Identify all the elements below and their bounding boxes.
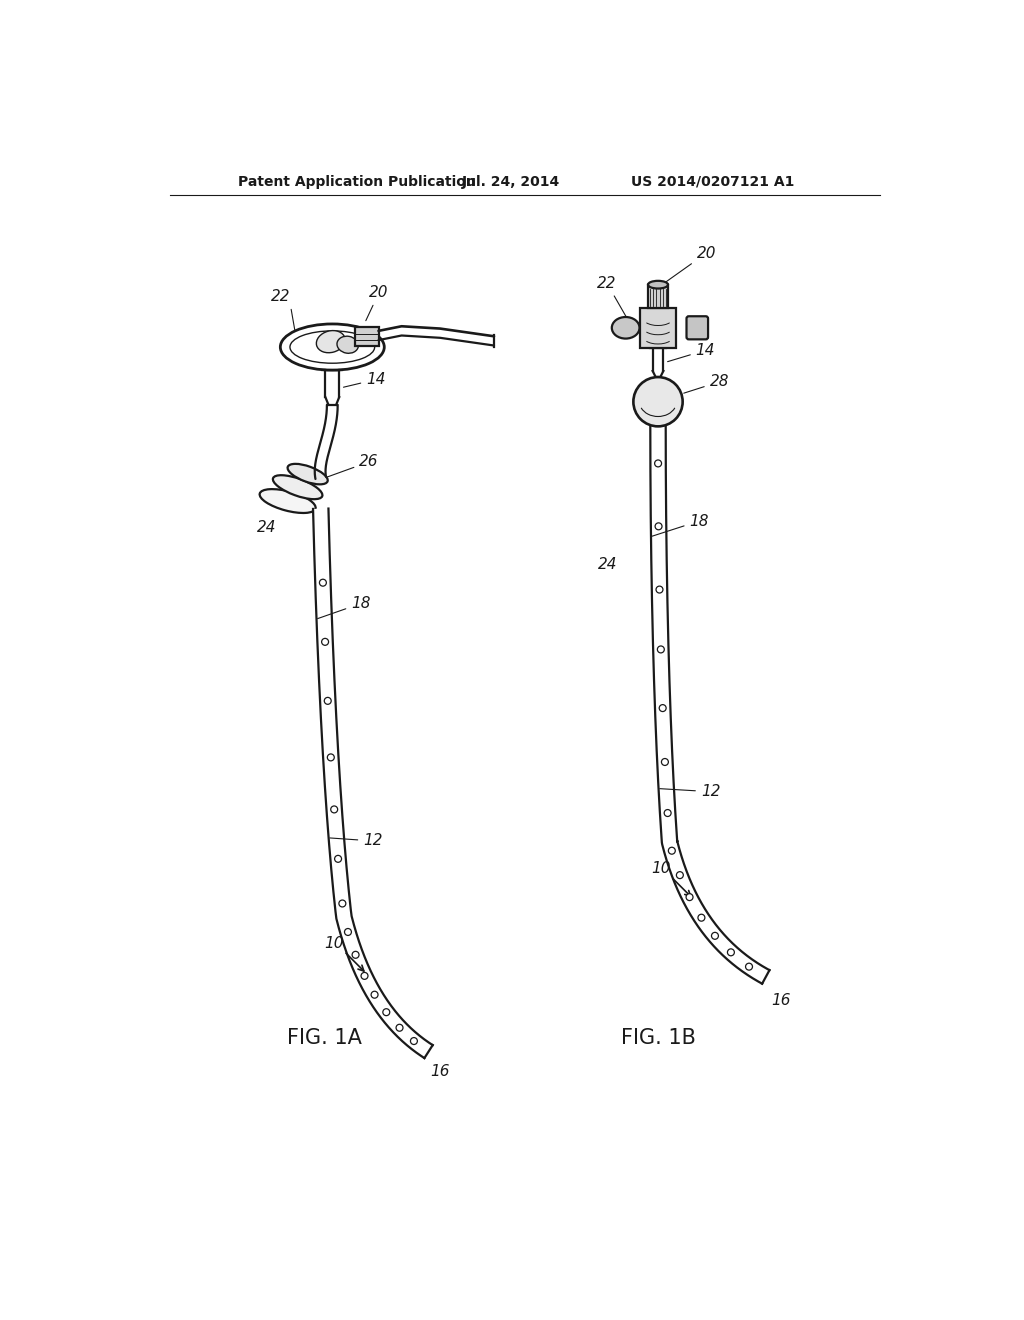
Text: 16: 16 <box>772 993 792 1008</box>
Ellipse shape <box>611 317 640 339</box>
Ellipse shape <box>260 490 315 513</box>
Circle shape <box>698 915 705 921</box>
Polygon shape <box>313 508 433 1059</box>
Circle shape <box>686 894 693 900</box>
Circle shape <box>322 639 329 645</box>
Text: 10: 10 <box>325 936 344 950</box>
Circle shape <box>654 459 662 467</box>
Text: 12: 12 <box>330 833 383 849</box>
Text: 14: 14 <box>668 343 715 362</box>
Circle shape <box>665 809 671 817</box>
Circle shape <box>662 759 669 766</box>
Circle shape <box>656 586 663 593</box>
Circle shape <box>677 871 683 879</box>
Circle shape <box>352 952 359 958</box>
Text: 22: 22 <box>270 289 295 330</box>
Circle shape <box>344 928 351 936</box>
Circle shape <box>659 705 667 711</box>
Circle shape <box>361 973 368 979</box>
Text: Patent Application Publication: Patent Application Publication <box>239 174 476 189</box>
Bar <box>648 285 668 308</box>
Text: 10: 10 <box>651 862 671 876</box>
Text: 22: 22 <box>597 276 629 322</box>
Ellipse shape <box>288 463 328 484</box>
Circle shape <box>331 807 338 813</box>
Ellipse shape <box>316 330 345 352</box>
Circle shape <box>745 964 753 970</box>
Text: 14: 14 <box>343 372 386 387</box>
Circle shape <box>335 855 342 862</box>
Text: 24: 24 <box>598 557 617 572</box>
Text: 12: 12 <box>659 784 720 799</box>
Text: Jul. 24, 2014: Jul. 24, 2014 <box>462 174 560 189</box>
Text: 16: 16 <box>430 1064 450 1080</box>
Text: 20: 20 <box>667 246 716 281</box>
Text: 24: 24 <box>257 520 276 536</box>
Ellipse shape <box>648 281 668 289</box>
Ellipse shape <box>272 475 323 499</box>
Bar <box>640 308 677 348</box>
Circle shape <box>396 1024 403 1031</box>
Text: 26: 26 <box>328 454 379 477</box>
Bar <box>355 327 379 346</box>
Circle shape <box>411 1038 418 1044</box>
Ellipse shape <box>337 337 358 354</box>
Polygon shape <box>650 426 769 983</box>
Circle shape <box>383 1008 390 1015</box>
Circle shape <box>669 847 675 854</box>
Text: 18: 18 <box>317 597 371 619</box>
Circle shape <box>339 900 346 907</box>
Circle shape <box>655 523 663 529</box>
Circle shape <box>634 378 683 426</box>
Circle shape <box>727 949 734 956</box>
Text: FIG. 1B: FIG. 1B <box>621 1028 695 1048</box>
FancyBboxPatch shape <box>686 317 708 339</box>
Text: 20: 20 <box>366 285 389 321</box>
Circle shape <box>657 645 665 653</box>
Circle shape <box>712 932 719 940</box>
Circle shape <box>328 754 334 760</box>
Circle shape <box>371 991 378 998</box>
Text: US 2014/0207121 A1: US 2014/0207121 A1 <box>631 174 795 189</box>
Circle shape <box>319 579 327 586</box>
Circle shape <box>325 697 331 705</box>
Text: 28: 28 <box>684 375 729 393</box>
Text: 18: 18 <box>652 513 709 536</box>
Text: FIG. 1A: FIG. 1A <box>287 1028 362 1048</box>
